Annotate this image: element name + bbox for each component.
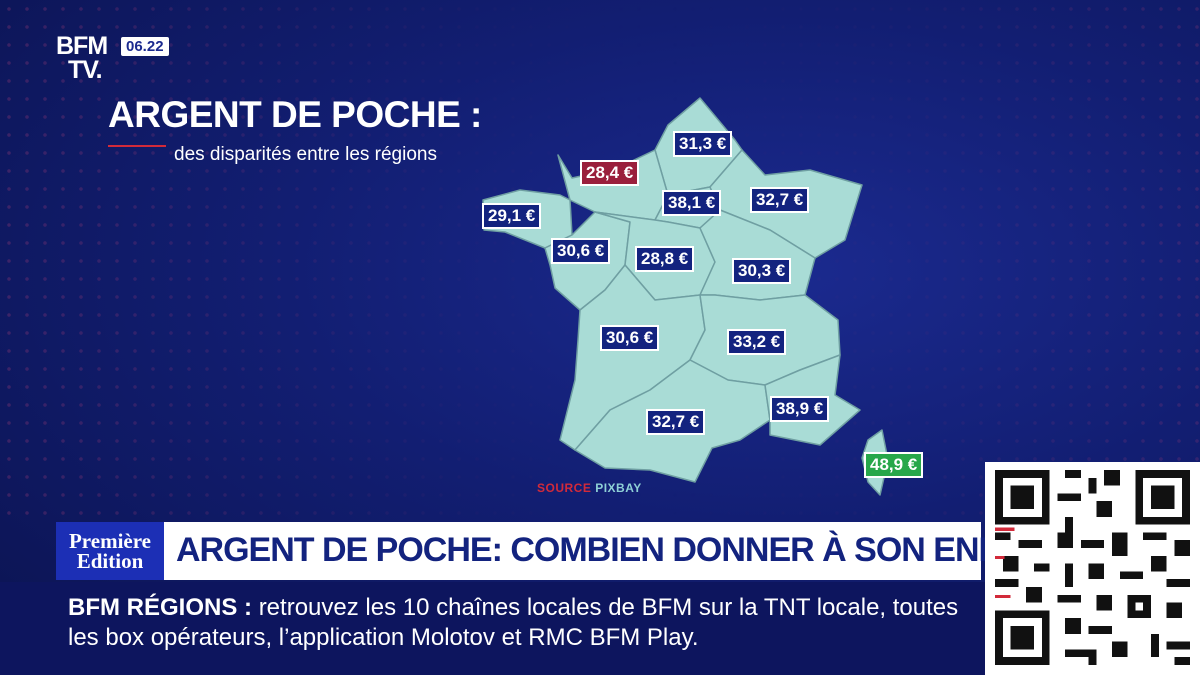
value-auvergne-rhone-alpes: 33,2 € <box>727 329 787 355</box>
headline-text: ARGENT DE POCHE: COMBIEN DONNER À SON EN… <box>176 531 1092 569</box>
value-centre: 28,8 € <box>635 246 695 272</box>
value-corse: 48,9 € <box>864 452 924 478</box>
value-nouvelle-aquitaine: 30,6 € <box>600 325 660 351</box>
ticker-bar <box>0 582 985 675</box>
value-grand-est: 32,7 € <box>750 187 810 213</box>
value-hauts-de-france: 31,3 € <box>673 131 733 157</box>
source-name: PIXBAY <box>595 481 642 495</box>
qr-code-pattern <box>995 470 1190 665</box>
value-bretagne: 29,1 € <box>482 203 542 229</box>
show-logo: Première Edition <box>56 522 164 580</box>
logo-line-2: TV. <box>68 56 103 84</box>
source-credit: SOURCE PIXBAY <box>537 481 642 495</box>
value-normandie: 28,4 € <box>580 160 640 186</box>
show-logo-line-1: Première <box>68 529 151 553</box>
ticker-message: retrouvez les 10 chaînes locales de BFM … <box>68 594 959 651</box>
value-ile-de-france: 38,1 € <box>662 190 722 216</box>
title-underline <box>108 145 166 147</box>
ticker-label: BFM RÉGIONS <box>68 594 238 621</box>
ticker-separator: : <box>244 594 253 621</box>
ticker-text: BFM RÉGIONS : retrouvez les 10 chaînes l… <box>68 593 968 653</box>
value-pays-de-la-loire: 30,6 € <box>551 238 611 264</box>
channel-logo: BFM TV. <box>56 32 108 84</box>
clock: 06.22 <box>121 37 169 56</box>
infographic-title: ARGENT DE POCHE : <box>108 94 482 135</box>
value-bourgogne: 30,3 € <box>732 258 792 284</box>
infographic-subtitle: des disparités entre les régions <box>174 144 437 165</box>
source-label: SOURCE <box>537 481 592 495</box>
logo-line-1: BFM <box>56 32 108 60</box>
headline-bar <box>56 522 981 580</box>
value-paca: 38,9 € <box>770 396 830 422</box>
show-logo-line-2: Edition <box>76 549 144 573</box>
value-occitanie: 32,7 € <box>646 409 706 435</box>
